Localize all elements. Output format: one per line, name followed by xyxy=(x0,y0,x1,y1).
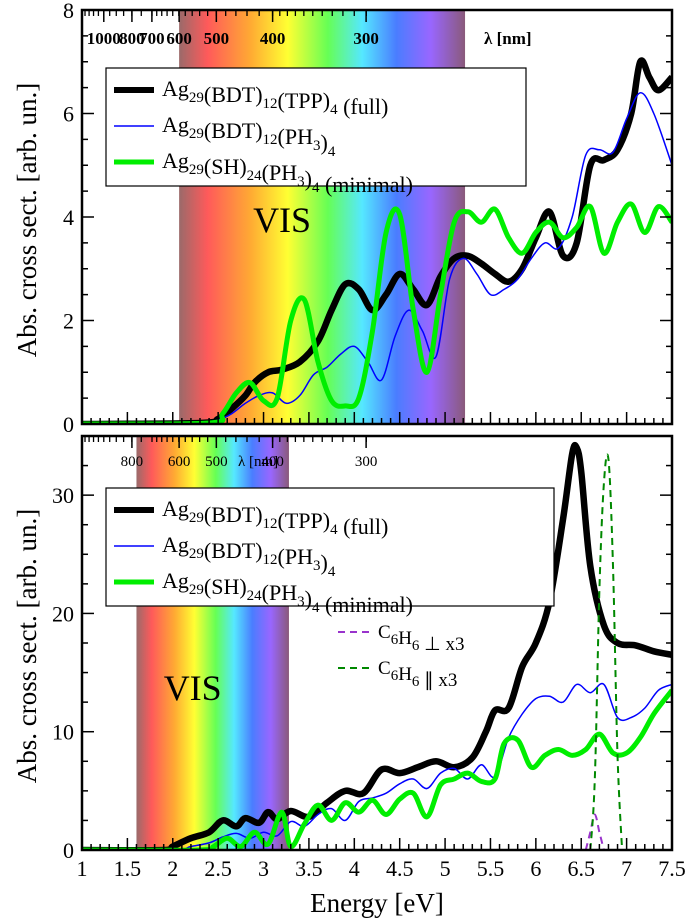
top-tick-label: 800 xyxy=(121,454,144,470)
series-line-3 xyxy=(584,813,605,850)
x-tick-label: 6 xyxy=(530,856,541,881)
legend-entry: Ag29(BDT)12(PH3)4 xyxy=(162,112,336,160)
top-axis-label: λ [nm] xyxy=(238,454,278,470)
x-tick-label: 1 xyxy=(77,856,88,881)
x-tick-label: 5 xyxy=(440,856,451,881)
legend2-entry: C6H6 ∥ x3 xyxy=(378,658,457,691)
y-tick-label: 6 xyxy=(63,102,74,127)
x-tick-label: 7.5 xyxy=(658,856,686,881)
y-tick-label: 10 xyxy=(52,720,74,745)
y-tick-label: 30 xyxy=(52,483,74,508)
bottom-panel: VIS 0 10 20 30 1 1.5 2 2.5 3 3.5 4 4.5 5 5.5 6 6.5 7 7.5 80… xyxy=(52,434,686,881)
y-tick-label: 20 xyxy=(52,601,74,626)
legend2-entry: C6H6 ⊥ x3 xyxy=(378,622,464,655)
x-tick-label: 4.5 xyxy=(386,856,414,881)
x-tick-label: 6.5 xyxy=(567,856,595,881)
legend-entry: Ag29(BDT)12(PH3)4 xyxy=(162,532,336,580)
top-tick-label: 600 xyxy=(166,29,192,48)
top-axis-label: λ [nm] xyxy=(484,29,532,48)
y-tick-label: 4 xyxy=(63,205,74,230)
x-tick-label: 5.5 xyxy=(477,856,505,881)
top-tick-label: 400 xyxy=(261,454,284,470)
series-line-2 xyxy=(82,688,672,850)
legend-entry: Ag29(BDT)12(TPP)4 (full) xyxy=(162,496,388,539)
top-tick-label: 300 xyxy=(355,454,378,470)
legend-entry: Ag29(BDT)12(TPP)4 (full) xyxy=(162,76,388,119)
vis-label: VIS xyxy=(164,668,222,708)
series-group xyxy=(82,441,672,850)
top-tick-label: 1000 xyxy=(87,29,121,48)
series-line-2 xyxy=(82,201,672,424)
top-tick-label: 600 xyxy=(168,454,191,470)
legend-entry: Ag29(SH)24(PH3)4 (minimal) xyxy=(162,148,413,197)
x-tick-label: 2.5 xyxy=(204,856,232,881)
top-tick-label: 300 xyxy=(353,29,379,48)
top-tick-label: 700 xyxy=(139,29,165,48)
series-line-4 xyxy=(589,453,624,850)
top-tick-label: 500 xyxy=(204,29,230,48)
x-tick-label: 3 xyxy=(258,856,269,881)
series-line-0 xyxy=(82,57,672,424)
legend-entry: Ag29(SH)24(PH3)4 (minimal) xyxy=(162,568,413,617)
legend-box xyxy=(105,487,555,607)
x-axis-label: Energy [eV] xyxy=(310,888,444,918)
y-tick-label: 0 xyxy=(63,838,74,863)
top-tick-label: 500 xyxy=(205,454,228,470)
series-line-0 xyxy=(82,441,672,850)
y-tick-label: 2 xyxy=(63,309,74,334)
x-tick-label: 1.5 xyxy=(114,856,142,881)
x-tick-label: 3.5 xyxy=(295,856,323,881)
legend-box xyxy=(105,67,527,187)
x-tick-label: 2 xyxy=(167,856,178,881)
top-tick-label: 800 xyxy=(119,29,145,48)
series-line-1 xyxy=(82,92,672,424)
vis-label: VIS xyxy=(253,200,311,240)
y-axis-label-bottom: Abs. cross sect. [arb. un.] xyxy=(12,509,42,783)
x-tick-label: 4 xyxy=(349,856,360,881)
y-tick-label: 0 xyxy=(63,412,74,437)
series-group xyxy=(82,57,672,424)
top-tick-label: 400 xyxy=(260,29,286,48)
y-tick-label: 8 xyxy=(63,0,74,23)
x-tick-label: 7 xyxy=(621,856,632,881)
y-axis-label-top: Abs. cross sect. [arb. un.] xyxy=(12,83,42,357)
